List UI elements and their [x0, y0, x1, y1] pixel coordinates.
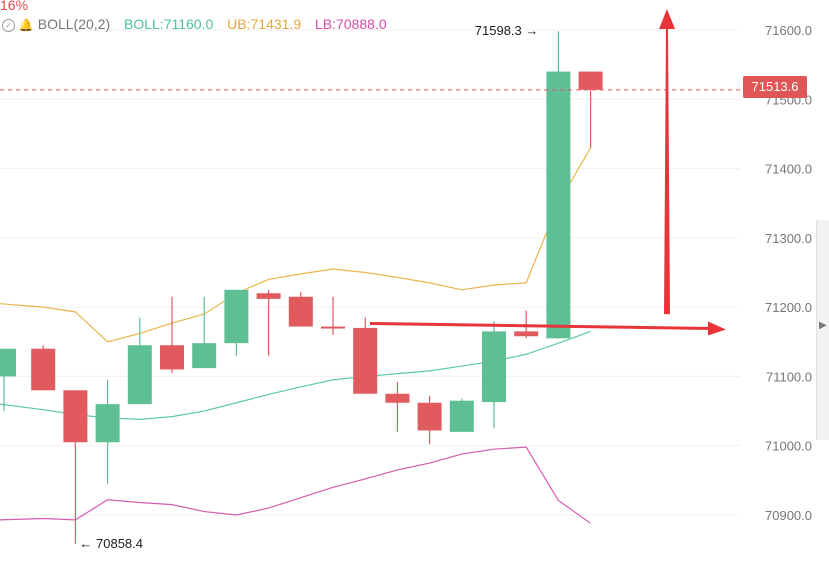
y-tick-label: 71000.0 — [765, 439, 812, 454]
chevron-right-icon[interactable]: ▶ — [819, 320, 827, 331]
candle-body — [288, 296, 313, 327]
candle-body — [31, 348, 56, 391]
y-tick-label: 70900.0 — [765, 508, 812, 523]
lb-value: LB:70888.0 — [315, 16, 387, 32]
candle-body — [321, 326, 345, 329]
settings-icon[interactable]: ✓ — [2, 18, 15, 32]
vertical-arrow-shaft — [664, 28, 670, 315]
candle-body — [353, 327, 378, 394]
y-tick-label: 71300.0 — [765, 231, 812, 246]
bell-icon[interactable]: 🔔 — [18, 18, 34, 32]
candle-body — [127, 345, 152, 405]
y-axis: 71600.071500.071400.071300.071200.071100… — [765, 23, 812, 523]
boll-value: BOLL:71160.0 — [124, 16, 214, 32]
change-percent: 16% — [0, 0, 29, 13]
y-tick-label: 71200.0 — [765, 300, 812, 315]
horizontal-arrow-head — [708, 321, 726, 336]
high-price-label: 71598.3 → — [475, 23, 539, 38]
y-tick-label: 71600.0 — [765, 23, 812, 38]
ub-value: UB:71431.9 — [227, 16, 302, 32]
candle-body — [95, 404, 120, 443]
candle-body — [192, 343, 217, 369]
candle-body — [160, 345, 184, 370]
candle-body — [256, 293, 281, 299]
current-price-badge: 71513.6 — [743, 76, 807, 98]
candle-body — [482, 331, 506, 403]
vertical-arrow-head — [659, 9, 675, 29]
indicator-name: BOLL(20,2) — [37, 16, 111, 32]
candle-body — [449, 400, 474, 432]
boll-upper-line — [0, 147, 592, 343]
candle-body — [514, 331, 539, 337]
overlay: 71598.3 → ← 70858.4 — [0, 9, 745, 551]
low-price-label: ← 70858.4 — [79, 536, 143, 551]
candles — [0, 31, 603, 544]
indicator-header: ✓ 🔔 BOLL(20,2) BOLL:71160.0 UB:71431.9 L… — [2, 16, 387, 32]
candle-body — [0, 348, 16, 377]
boll-lower-line — [0, 446, 591, 524]
y-tick-label: 71400.0 — [765, 162, 812, 177]
candle-body — [63, 390, 88, 443]
candle-body — [417, 402, 442, 431]
candle-body — [578, 71, 603, 90]
y-tick-label: 71100.0 — [766, 369, 812, 384]
candle-body — [546, 71, 571, 339]
candle-body — [385, 393, 410, 403]
horizontal-arrow-shaft — [369, 321, 713, 330]
candle-body — [224, 289, 249, 344]
side-panel-tab[interactable]: ▶ — [816, 220, 829, 440]
